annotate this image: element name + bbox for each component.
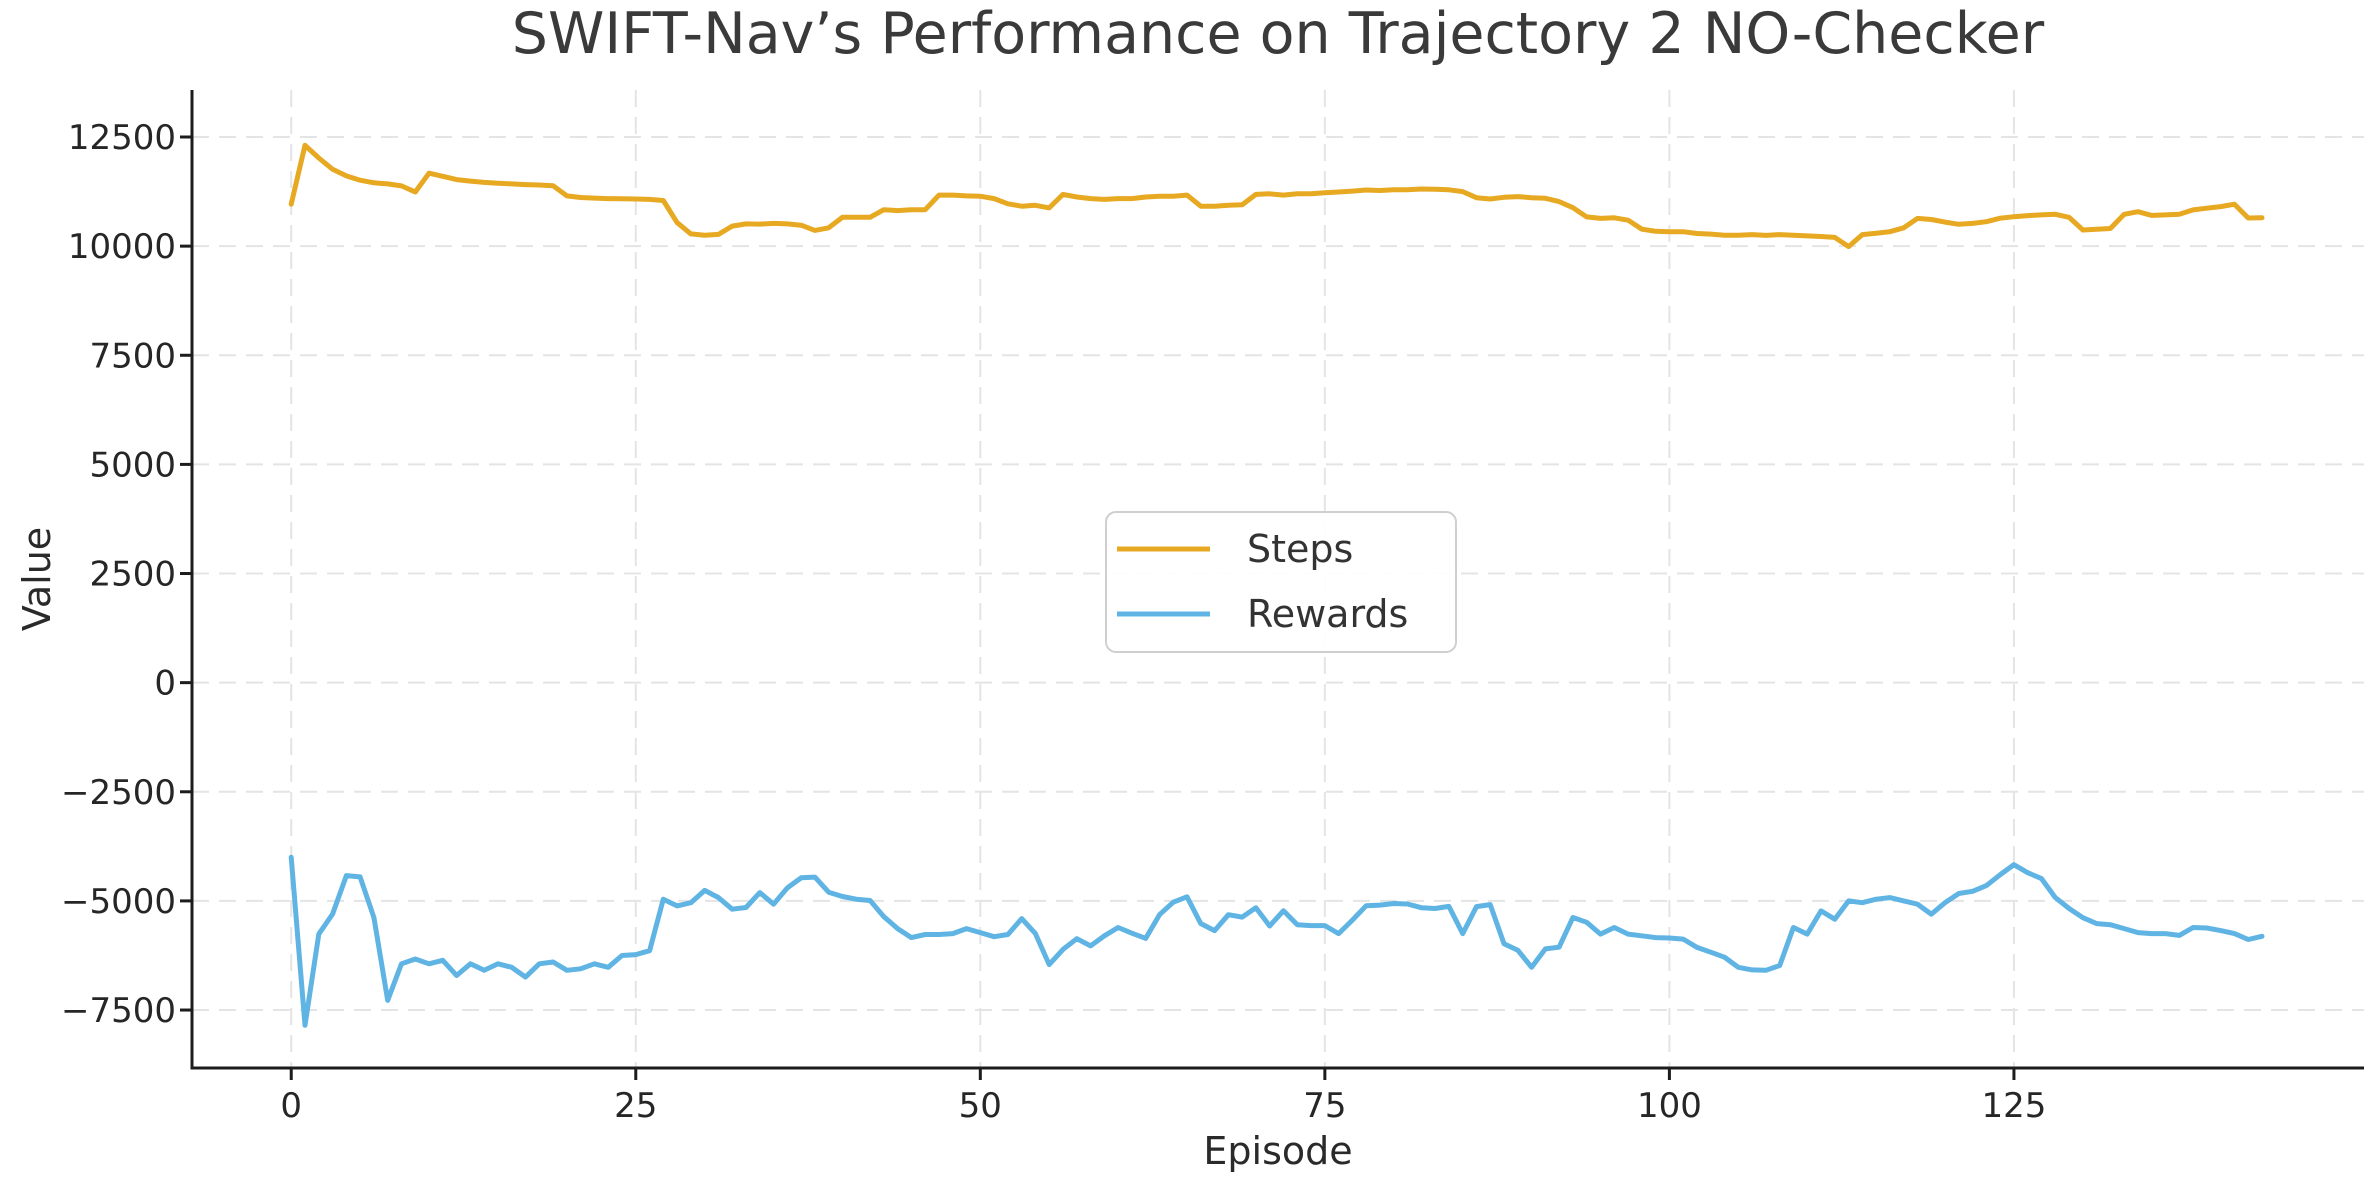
y-tick-label: 10000 [68, 227, 176, 267]
ticks-layer: 0 25 50 75 100 125 12500 10000 7500 5000 2500 0 −250… [61, 118, 2046, 1126]
x-tick-label: 100 [1637, 1086, 1702, 1126]
series-layer [288, 142, 2265, 1028]
y-tick-label: −5000 [61, 882, 176, 922]
legend: Steps Rewards [1105, 511, 1457, 653]
legend-label-steps: Steps [1247, 527, 1353, 571]
series-line-steps [288, 142, 2265, 250]
x-tick-label: 50 [959, 1086, 1002, 1126]
y-tick-label: 0 [154, 664, 176, 704]
x-axis-label: Episode [1203, 1129, 1352, 1173]
y-tick-label: 7500 [89, 336, 176, 376]
x-tick-label: 75 [1303, 1086, 1346, 1126]
legend-label-rewards: Rewards [1247, 592, 1408, 636]
y-tick-label: 2500 [89, 555, 176, 595]
axes-spines [190, 90, 2364, 1070]
x-tick-label: 25 [614, 1086, 657, 1126]
y-tick-label: 12500 [68, 118, 176, 158]
grid-layer [192, 90, 2364, 1068]
y-axis-label: Value [15, 527, 59, 631]
x-tick-label: 0 [280, 1086, 302, 1126]
chart-title: SWIFT-Nav’s Performance on Trajectory 2 … [512, 1, 2045, 67]
y-tick-label: −7500 [61, 991, 176, 1031]
y-tick-label: −2500 [61, 773, 176, 813]
series-line-rewards [288, 854, 2265, 1028]
y-tick-label: 5000 [89, 445, 176, 485]
x-tick-label: 125 [1981, 1086, 2046, 1126]
